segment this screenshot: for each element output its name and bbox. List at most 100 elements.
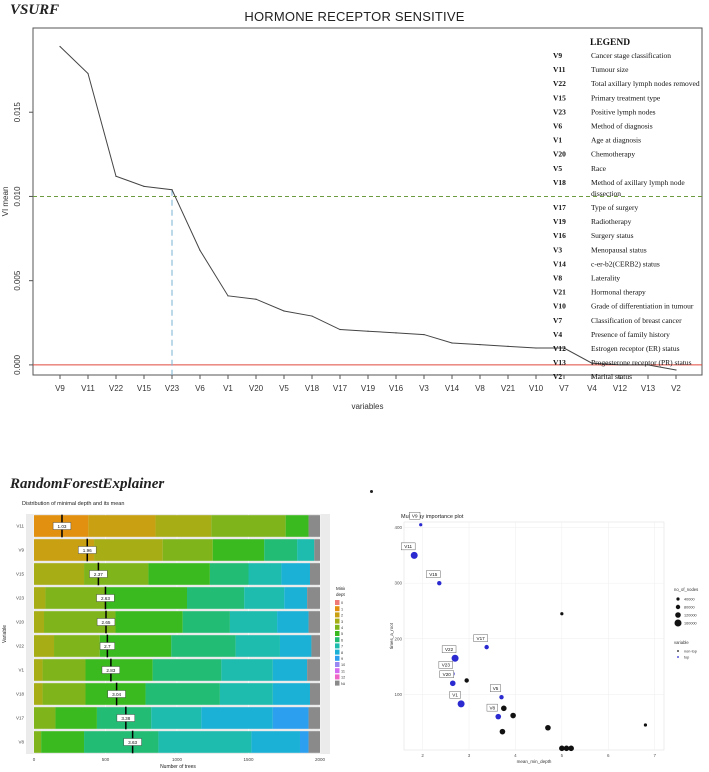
depth-legend-label: 5 <box>341 632 343 636</box>
vi-mean-point <box>367 330 369 332</box>
mw-chart-title: Multi-way importance plot <box>401 514 464 520</box>
y-tick-label: V18 <box>16 692 25 697</box>
depth-segment <box>41 731 85 753</box>
y-tick-label: 0.005 <box>13 270 22 291</box>
min-depth-distribution-chart: Distribution of minimal depth and its me… <box>2 501 345 768</box>
x-tick-label: V21 <box>501 384 516 393</box>
y-tick-label: V9 <box>18 548 24 553</box>
x-tick-label: V17 <box>333 384 348 393</box>
depth-legend-label: 12 <box>341 676 345 680</box>
legend-code: V6 <box>553 122 562 131</box>
depth-legend-swatch <box>335 674 340 680</box>
legend-desc: Positive lymph nodes <box>591 107 656 116</box>
depth-segment <box>84 731 159 753</box>
point-label-box <box>489 684 501 692</box>
size-legend-label: 120000 <box>684 614 697 618</box>
legend-code: V8 <box>553 274 562 283</box>
non-top-variable-point <box>568 745 574 752</box>
depth-legend-title: Minimal <box>336 586 345 591</box>
legend-desc: Primary treatment type <box>591 93 661 102</box>
depth-segment <box>88 515 156 537</box>
legend-desc: Age at diagnosis <box>591 136 641 145</box>
panel-background <box>403 521 665 751</box>
depth-segment <box>272 659 308 681</box>
x-tick-label: V12 <box>613 384 628 393</box>
x-tick-label: 6 <box>607 753 610 758</box>
legend-desc: Race <box>591 164 607 173</box>
legend-code: V19 <box>553 217 566 226</box>
x-axis-label: mean_min_depth <box>517 759 552 764</box>
depth-segment <box>297 539 315 561</box>
legend-code: V14 <box>553 259 566 268</box>
vi-mean-point <box>591 362 593 364</box>
depth-segment <box>272 683 310 705</box>
vi-mean-point <box>675 369 677 371</box>
mean-depth-label-box <box>123 738 142 746</box>
legend-desc: Surgery status <box>591 231 634 240</box>
y-tick-label: V20 <box>16 620 25 625</box>
top-variable-point <box>419 523 423 527</box>
depth-legend-swatch <box>335 631 340 636</box>
depth-segment <box>235 635 280 657</box>
point-label-box <box>438 661 453 669</box>
depth-segment <box>281 563 310 585</box>
mean-depth-label: 2.7 <box>104 644 111 649</box>
depth-legend-swatch <box>335 606 340 612</box>
depth-segment <box>277 611 309 633</box>
random-forest-explainer-heading: RandomForestExplainer <box>10 476 165 492</box>
x-tick-label: 7 <box>653 753 656 758</box>
legend-desc: Classification of breast cancer <box>591 316 682 325</box>
point-label: V5 <box>493 686 499 691</box>
mean-depth-label-box <box>96 618 116 626</box>
y-axis-label: Variable <box>2 625 8 643</box>
depth-legend-label: 0 <box>341 601 343 605</box>
mean-depth-label-box <box>89 570 108 578</box>
vi-mean-point <box>535 347 537 349</box>
vi-mean-point <box>115 175 117 177</box>
mean-depth-label: 2.37 <box>94 572 103 577</box>
legend-desc: Tumour size <box>591 65 629 74</box>
depth-segment <box>219 683 273 705</box>
y-tick-label: 200 <box>394 636 402 641</box>
mean-depth-label: 3.38 <box>121 716 130 721</box>
legend-desc: Grade of differentiation in tumour <box>591 302 694 311</box>
x-tick-label: 1000 <box>172 757 183 762</box>
legend-desc: Marital status <box>591 372 632 381</box>
y-axis-label: VI mean <box>1 187 10 217</box>
depth-legend-label: NA <box>341 682 345 686</box>
depth-legend-swatch <box>335 668 340 674</box>
y-tick-label: 300 <box>394 581 402 586</box>
depth-legend-label: 6 <box>341 638 343 642</box>
x-tick-label: V2 <box>671 384 681 393</box>
depth-segment <box>308 707 320 729</box>
legend-code: V16 <box>553 231 566 240</box>
legend-code: V7 <box>553 316 562 325</box>
point-label: V11 <box>404 544 412 549</box>
x-tick-label: V13 <box>641 384 656 393</box>
x-tick-label: V6 <box>195 384 205 393</box>
x-axis-label: Number of trees <box>160 764 196 768</box>
y-axis-label: times_a_root <box>389 622 394 649</box>
legend-desc: Menopausal status <box>591 245 647 254</box>
x-tick-label: 3 <box>468 753 471 758</box>
point-label-box <box>401 542 416 551</box>
legend-code: V20 <box>553 150 566 159</box>
depth-segment <box>272 707 309 729</box>
depth-segment <box>221 659 273 681</box>
vi-mean-point <box>423 333 425 336</box>
top-variable-point <box>499 694 504 700</box>
point-label-box <box>449 691 461 699</box>
non-top-variable-point <box>501 705 507 712</box>
mean-depth-label: 1.96 <box>83 548 92 553</box>
x-tick-label: V3 <box>419 384 429 393</box>
point-label: V1 <box>452 693 458 698</box>
x-tick-label: V1 <box>223 384 233 393</box>
mean-depth-label-box <box>78 546 97 554</box>
point-label: V9 <box>412 514 418 519</box>
depth-segment <box>309 563 320 585</box>
x-tick-label: V8 <box>475 384 485 393</box>
legend-title: LEGEND <box>590 38 630 48</box>
legend-code: V18 <box>553 178 566 187</box>
vi-mean-point <box>339 328 341 331</box>
legend-desc: Method of axillary lymph node <box>591 178 685 187</box>
